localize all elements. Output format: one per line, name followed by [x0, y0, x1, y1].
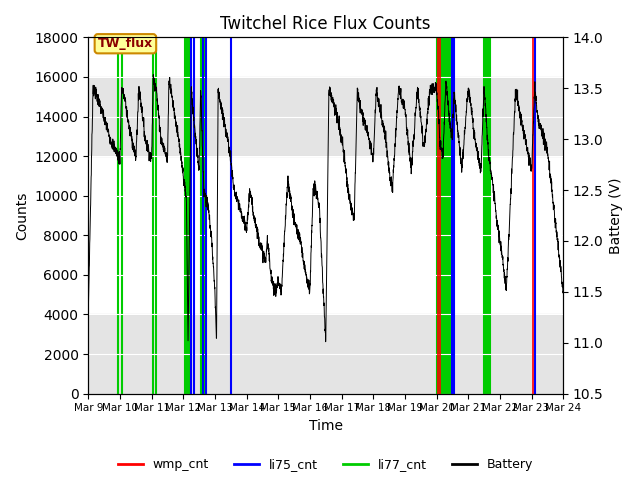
- Y-axis label: Battery (V): Battery (V): [609, 177, 623, 254]
- Text: TW_flux: TW_flux: [98, 37, 153, 50]
- Bar: [88, 314, 563, 394]
- Legend: wmp_cnt, li75_cnt, li77_cnt, Battery: wmp_cnt, li75_cnt, li77_cnt, Battery: [113, 454, 538, 477]
- Title: Twitchel Rice Flux Counts: Twitchel Rice Flux Counts: [221, 15, 431, 33]
- Y-axis label: Counts: Counts: [15, 191, 29, 240]
- X-axis label: Time: Time: [308, 419, 343, 433]
- Bar: [88, 77, 563, 156]
